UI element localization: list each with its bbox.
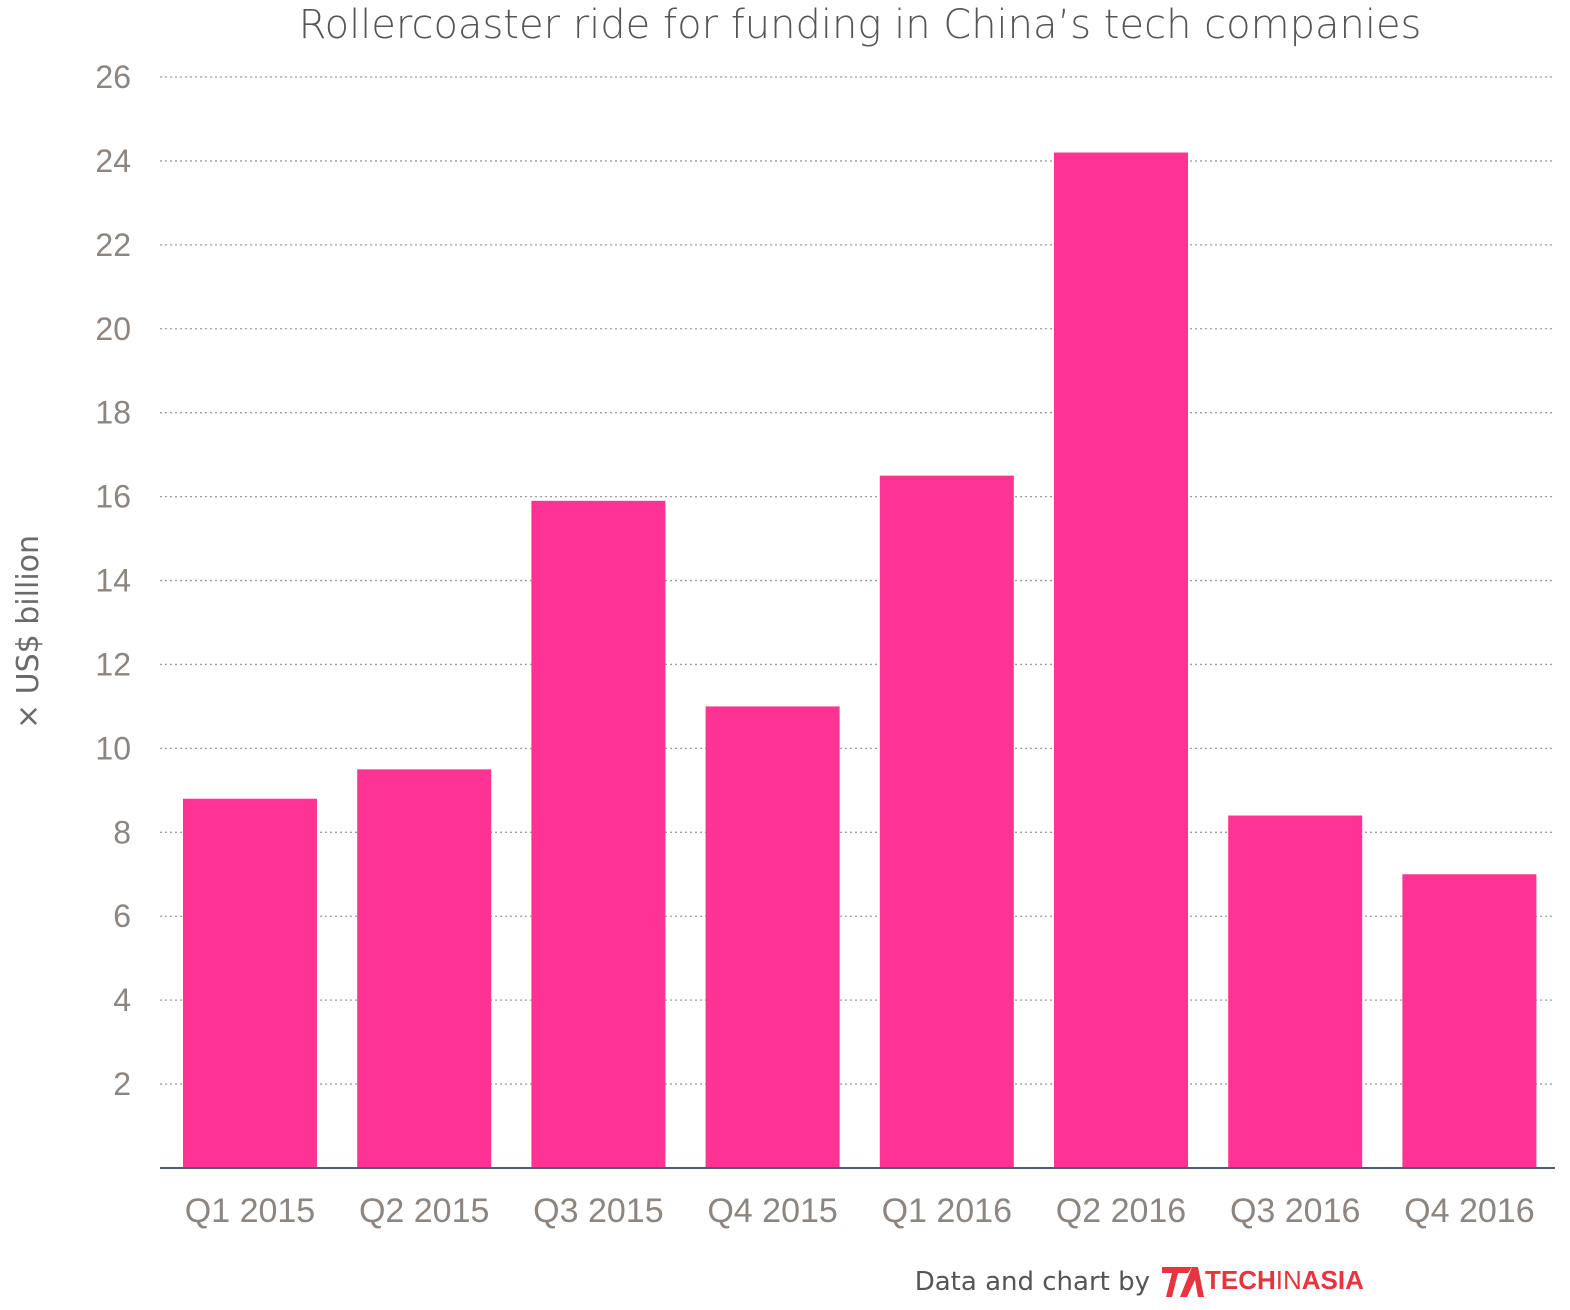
x-tick-label: Q4 2015 [707, 1192, 837, 1230]
y-tick-label: 4 [113, 982, 131, 1018]
bar [705, 706, 840, 1168]
techinasia-logo-icon: TECHINASIA [1162, 1265, 1364, 1297]
bar [1054, 152, 1188, 1168]
bar [1228, 815, 1363, 1168]
y-tick-label: 14 [95, 563, 131, 599]
bars [183, 152, 1537, 1168]
y-tick-label: 22 [95, 227, 131, 263]
y-tick-label: 8 [113, 814, 131, 850]
y-tick-label: 10 [95, 730, 131, 766]
credit-text: Data and chart by [915, 1267, 1150, 1297]
x-tick-label: Q3 2015 [533, 1192, 663, 1230]
y-tick-label: 16 [95, 479, 131, 515]
bar [531, 500, 666, 1168]
bar [1402, 874, 1537, 1168]
y-tick-label: 18 [95, 395, 131, 431]
bar [879, 475, 1014, 1168]
y-axis-title: × US$ billion [11, 535, 46, 729]
logo-tech: TECH [1205, 1265, 1276, 1295]
x-tick-label: Q1 2016 [882, 1192, 1012, 1230]
y-tick-label: 24 [95, 143, 131, 179]
y-tick-label: 26 [95, 59, 131, 95]
logo-asia: ASIA [1302, 1265, 1364, 1295]
y-tick-label: 6 [113, 898, 131, 934]
y-tick-label: 2 [113, 1066, 131, 1102]
logo-in: IN [1276, 1265, 1302, 1295]
x-tick-label: Q1 2015 [185, 1192, 315, 1230]
x-tick-label: Q4 2016 [1404, 1192, 1534, 1230]
chart-title: Rollercoaster ride for funding in China’… [299, 2, 1422, 48]
logo-wordmark: TECHINASIA [1205, 1265, 1364, 1295]
x-axis-tick-labels: Q1 2015 Q2 2015 Q3 2015 Q4 2015 Q1 2016 Q2 20… [185, 1192, 1535, 1230]
y-tick-label: 12 [95, 646, 131, 682]
bar [357, 769, 492, 1168]
credit: Data and chart by TECHINASIA [915, 1265, 1364, 1297]
bar [183, 798, 317, 1168]
x-tick-label: Q2 2016 [1056, 1192, 1186, 1230]
y-tick-label: 20 [95, 311, 131, 347]
x-tick-label: Q3 2016 [1230, 1192, 1360, 1230]
x-tick-label: Q2 2015 [359, 1192, 489, 1230]
